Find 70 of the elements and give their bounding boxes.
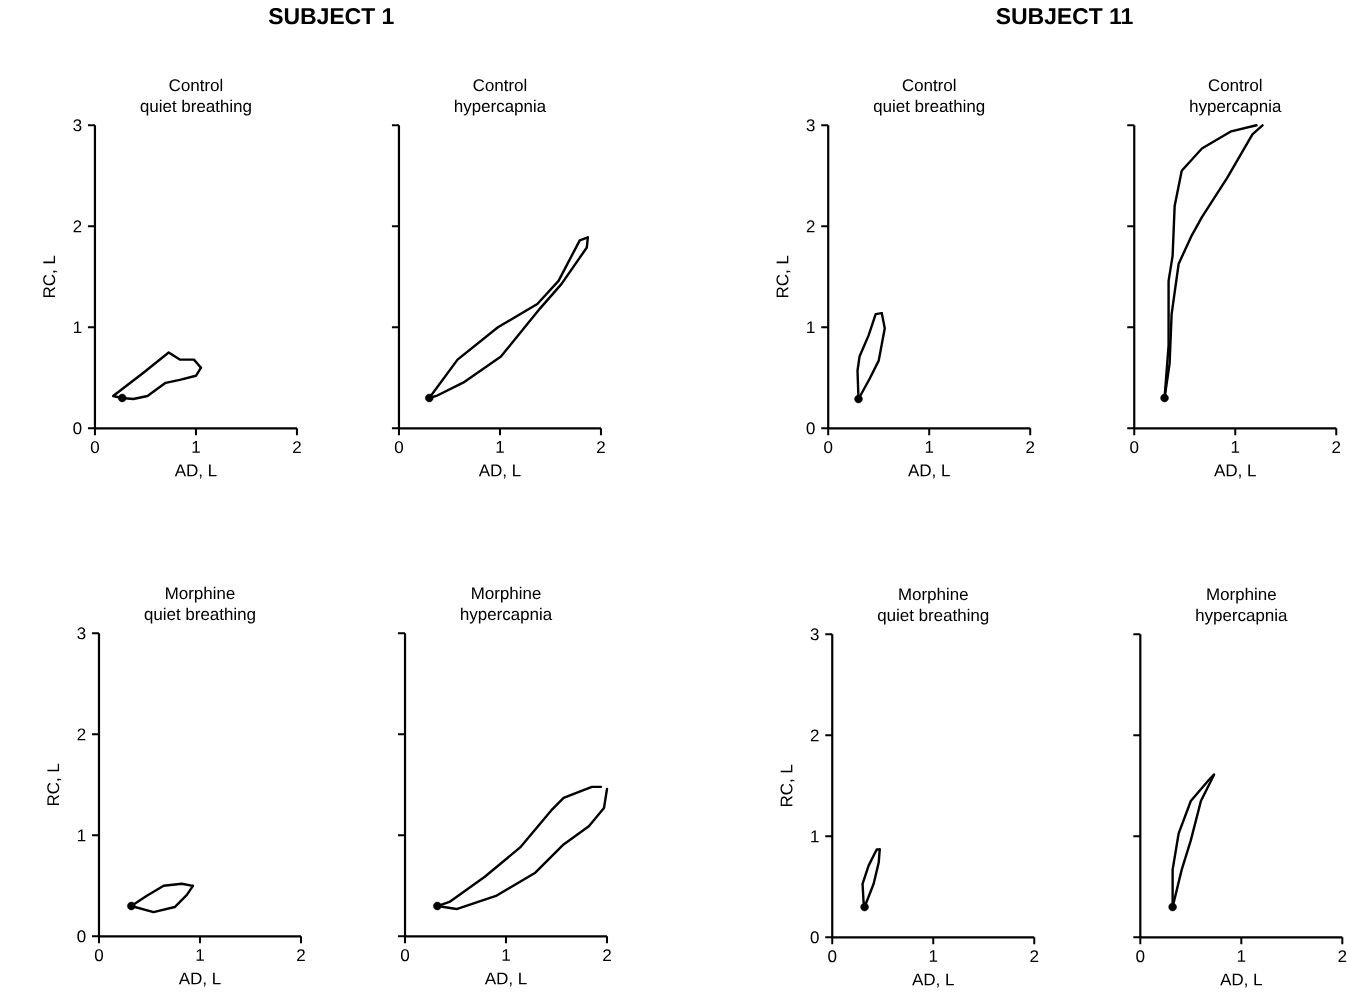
x-tick-label: 2	[597, 441, 605, 453]
y-tick-label: 1	[78, 829, 86, 842]
text: SUBJECT 11	[996, 8, 1133, 25]
chart-title: Morphine	[472, 586, 541, 603]
x-tick-label: 2	[603, 949, 611, 961]
x-axis-title: AD, L	[1220, 973, 1262, 988]
x-tick-label: 0	[94, 949, 104, 962]
x-axis-title: AD, L	[912, 973, 954, 988]
y-tick-label: 3	[806, 119, 815, 132]
x-tick-label: 1	[1231, 441, 1240, 453]
x-tick-label: 1	[925, 441, 934, 453]
x-tick-label: 2	[1030, 950, 1039, 962]
x-tick-label: 2	[1332, 441, 1341, 453]
x-axis-title: AD, L	[484, 972, 527, 987]
x-tick-label: 0	[400, 949, 410, 962]
x-tick-label: 2	[293, 441, 301, 453]
x-tick-label: 1	[502, 949, 510, 961]
chart-title: Control	[902, 78, 956, 92]
chart-title: Morphine	[899, 587, 968, 604]
chart-subtitle: quiet breathing	[873, 99, 985, 116]
x-tick-label: 1	[496, 441, 504, 453]
y-tick-label: 1	[811, 830, 819, 843]
y-tick-label: 0	[810, 931, 819, 944]
chart-title: Morphine	[166, 586, 235, 603]
y-tick-label: 2	[73, 220, 82, 233]
y-tick-label: 1	[73, 321, 82, 334]
y-tick-label: 1	[807, 321, 815, 334]
x-tick-label: 0	[1130, 441, 1139, 454]
x-tick-label: 0	[1136, 950, 1145, 963]
chart-title: Control	[169, 78, 223, 92]
x-tick-label: 0	[394, 441, 404, 454]
x-tick-label: 2	[297, 949, 305, 961]
y-tick-label: 0	[806, 422, 815, 435]
chart-subtitle: hypercapnia	[454, 99, 547, 116]
y-tick-label: 3	[810, 628, 819, 641]
x-axis-title: AD, L	[178, 972, 221, 987]
text: SUBJECT 1	[268, 8, 394, 25]
chart-title: Control	[473, 78, 527, 92]
x-tick-label: 2	[1338, 950, 1347, 962]
x-tick-label: 1	[929, 950, 938, 962]
x-tick-label: 0	[828, 950, 837, 963]
x-tick-label: 0	[824, 441, 833, 454]
y-axis-title: RC, L	[780, 764, 795, 807]
chart-subtitle: hypercapnia	[1190, 99, 1282, 116]
chart-title: Control	[1208, 78, 1262, 92]
y-tick-label: 2	[806, 220, 815, 233]
chart-subtitle: hypercapnia	[1196, 608, 1288, 625]
y-axis-title: RC, L	[776, 255, 791, 298]
x-axis-title: AD, L	[1214, 464, 1256, 479]
chart-subtitle: quiet breathing	[144, 607, 255, 624]
y-tick-label: 3	[77, 627, 86, 640]
y-tick-label: 2	[810, 729, 819, 742]
y-axis-title: RC, L	[43, 255, 58, 298]
y-axis-title: RC, L	[47, 763, 62, 806]
x-axis-title: AD, L	[174, 464, 217, 479]
chart-title: Morphine	[1207, 587, 1276, 604]
x-tick-label: 1	[1237, 950, 1246, 962]
chart-subtitle: quiet breathing	[877, 608, 989, 625]
y-tick-label: 0	[77, 930, 86, 943]
x-tick-label: 2	[1026, 441, 1035, 453]
x-tick-label: 1	[196, 949, 204, 961]
x-tick-label: 0	[90, 441, 99, 454]
chart-subtitle: hypercapnia	[461, 607, 553, 624]
chart-subtitle: quiet breathing	[140, 99, 251, 116]
y-tick-label: 2	[77, 728, 86, 741]
x-tick-label: 1	[192, 441, 200, 453]
x-axis-title: AD, L	[908, 464, 950, 479]
x-axis-title: AD, L	[478, 464, 521, 479]
y-tick-label: 3	[73, 119, 82, 132]
y-tick-label: 0	[73, 422, 82, 435]
